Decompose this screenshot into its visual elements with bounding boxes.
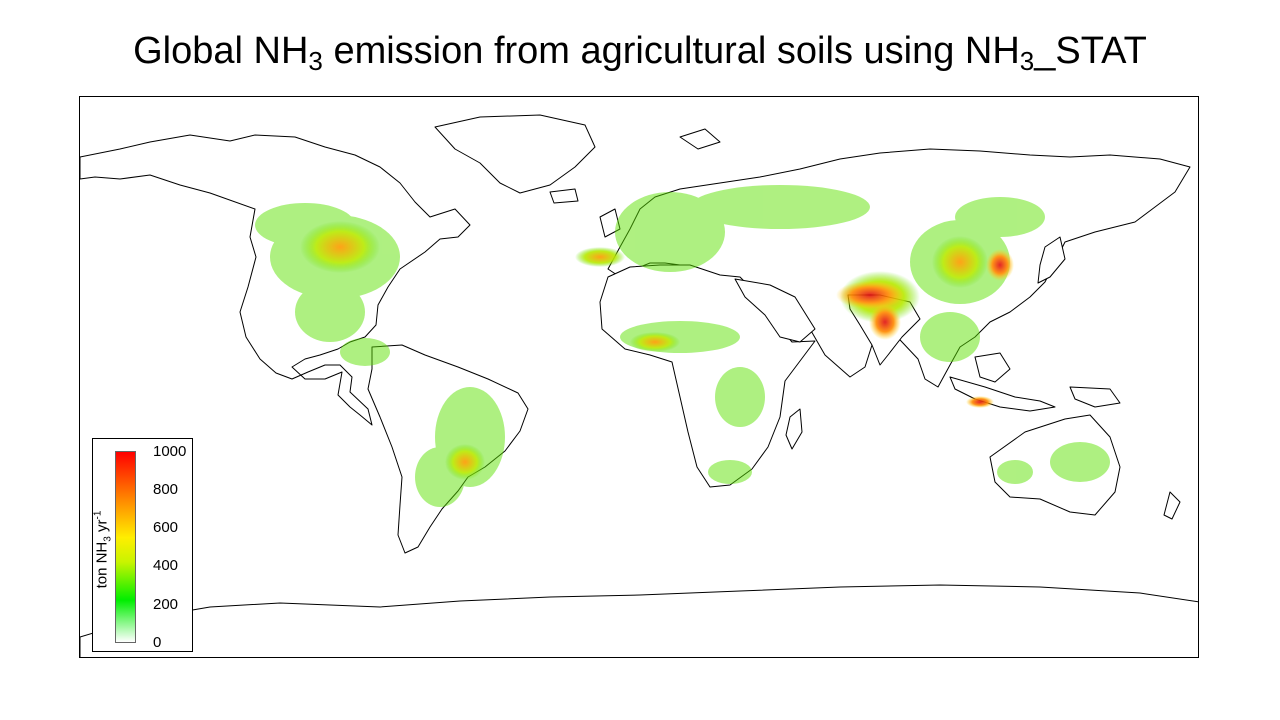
legend-color-bar [115,451,136,643]
legend-tick: 600 [153,519,179,536]
new-zealand-outline [1163,491,1181,520]
iceland-outline [549,188,579,204]
borneo-outline [974,352,1011,383]
antarctica-outline [80,584,1198,657]
legend-tick: 1000 [153,443,187,460]
legend-tick: 200 [153,596,179,613]
legend-tick: 0 [153,634,162,651]
emission-overlay [255,185,1110,507]
legend-tick: 400 [153,557,179,574]
japan-outline [1037,236,1066,284]
arabia-outline [734,278,816,343]
north-america-outline [80,134,471,426]
map-title: Global NH3 emission from agricultural so… [133,30,1147,76]
indonesia-outline [949,376,1056,412]
color-legend: ton NH3 yr-1 1000 800 600 400 200 0 [92,438,193,652]
australia-outline [989,414,1121,516]
greenland-outline [434,114,596,194]
south-america-outline [367,344,529,554]
madagascar-outline [785,408,803,450]
new-guinea-outline [1069,386,1121,408]
svalbard-outline [679,128,721,150]
legend-axis-label: ton NH3 yr-1 [92,510,114,589]
africa-outline [599,264,816,488]
map-panel[interactable] [79,96,1199,658]
world-map [80,114,1198,657]
legend-tick: 800 [153,481,179,498]
british-isles-outline [599,208,621,238]
